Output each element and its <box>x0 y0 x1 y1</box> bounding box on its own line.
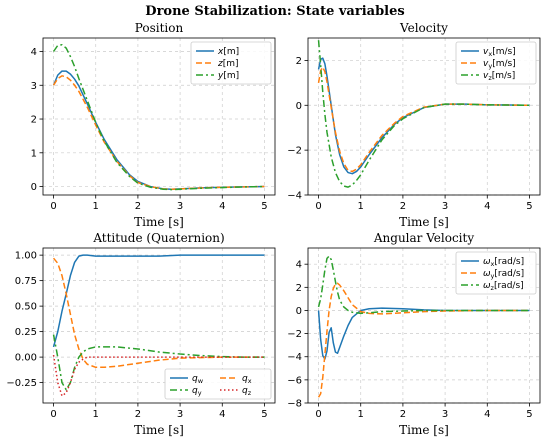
x-tick-label: 3 <box>177 201 183 212</box>
x-tick-label: 5 <box>526 409 532 420</box>
legend-box <box>455 251 537 295</box>
x-tick-label: 5 <box>261 409 267 420</box>
x-tick-label: 5 <box>526 201 532 212</box>
legend-label: qz <box>242 386 252 397</box>
y-tick-label: −2 <box>287 329 302 340</box>
legend-label: vx[m/s] <box>483 47 516 58</box>
axes-frame <box>307 247 541 404</box>
y-tick-label: 2 <box>296 283 302 294</box>
x-axis-label: Time [s] <box>399 215 449 229</box>
legend-label: z[m] <box>217 59 239 69</box>
x-axis-label: Time [s] <box>134 215 184 229</box>
y-tick-label: −4 <box>287 191 302 202</box>
legend-label: x[m] <box>217 47 239 57</box>
x-tick-label: 0 <box>50 409 56 420</box>
y-tick-label: 1 <box>31 148 37 159</box>
legend-label: vy[m/s] <box>483 59 516 70</box>
figure-title: Drone Stabilization: State variables <box>145 4 404 19</box>
x-tick-label: 1 <box>358 409 364 420</box>
legend-label: vz[m/s] <box>483 71 515 82</box>
y-tick-label: 2 <box>296 56 302 67</box>
series-line-4 <box>52 354 265 397</box>
chart-title: Angular Velocity <box>373 231 474 245</box>
legend-box <box>164 368 272 400</box>
legend: x[m] z[m] y[m] <box>190 41 272 85</box>
x-tick-label: 4 <box>219 409 225 420</box>
x-axis-label: Time [s] <box>399 423 449 437</box>
legend-box <box>455 41 537 85</box>
series-lines <box>317 40 530 188</box>
legend-label: qw <box>192 374 204 385</box>
y-tick-label: 0 <box>296 101 302 112</box>
x-tick-label: 2 <box>135 201 141 212</box>
x-tick-label: 3 <box>442 201 448 212</box>
legend-label: qy <box>192 386 202 397</box>
x-tick-label: 1 <box>93 201 99 212</box>
x-tick-label: 0 <box>315 409 321 420</box>
x-tick-label: 0 <box>315 201 321 212</box>
chart-panel-4: 0 1 2 3 4 5 −8 −6 −4 −2 0 2 4 Angular Velocity Time [s… <box>287 231 541 437</box>
legend-label: y[m] <box>217 71 239 81</box>
y-tick-label: 0 <box>31 182 37 193</box>
series-line-3 <box>317 40 530 188</box>
x-tick-label: 3 <box>177 409 183 420</box>
axes-frame <box>42 247 276 404</box>
series-lines <box>317 255 530 398</box>
legend-label: qx <box>242 374 252 385</box>
x-tick-label: 1 <box>358 201 364 212</box>
y-tick-label: 3 <box>31 81 37 92</box>
x-tick-label: 0 <box>50 201 56 212</box>
y-tick-label: 0.50 <box>15 302 37 313</box>
chart-title: Attitude (Quaternion) <box>92 231 224 245</box>
legend-label: ωz[rad/s] <box>483 281 524 292</box>
y-tick-label: 1.00 <box>15 251 37 262</box>
y-tick-label: −6 <box>287 375 302 386</box>
legend: vx[m/s]vy[m/s]vz[m/s] <box>455 41 537 85</box>
chart-title: Position <box>135 21 184 35</box>
x-tick-label: 4 <box>484 409 490 420</box>
series-lines <box>52 44 265 191</box>
x-tick-label: 5 <box>261 201 267 212</box>
x-tick-label: 4 <box>219 201 225 212</box>
y-tick-label: −8 <box>287 399 302 410</box>
chart-panel-3: 0 1 2 3 4 5 −0.25 0.00 0.25 0.50 0.75 1.00 Attitude … <box>6 231 276 437</box>
y-tick-label: 0 <box>296 306 302 317</box>
x-axis-label: Time [s] <box>134 423 184 437</box>
y-tick-label: −0.25 <box>6 378 37 389</box>
y-tick-label: 2 <box>31 115 37 126</box>
series-lines <box>52 254 265 397</box>
x-tick-label: 4 <box>484 201 490 212</box>
x-tick-label: 2 <box>400 409 406 420</box>
y-tick-label: 0.75 <box>15 276 37 287</box>
chart-title: Velocity <box>399 21 448 35</box>
series-line-1 <box>52 254 265 348</box>
y-tick-label: 0.25 <box>15 327 37 338</box>
legend-box <box>190 41 272 85</box>
chart-panel-2: 0 1 2 3 4 5 −4 −2 0 2 Velocity Time [s] vx[m/s]vy[m/… <box>287 21 541 229</box>
series-line-3 <box>52 44 265 191</box>
chart-panel-1: 0 1 2 3 4 5 0 1 2 3 4 Position Time [s] x[m] z[m] y[m] <box>31 21 276 229</box>
x-tick-label: 2 <box>135 409 141 420</box>
x-tick-label: 2 <box>400 201 406 212</box>
y-tick-label: −2 <box>287 146 302 157</box>
axes-frame <box>42 37 276 196</box>
legend: qw qx qy qz <box>164 368 272 400</box>
y-tick-label: 0.00 <box>15 353 37 364</box>
axes-frame <box>307 37 541 196</box>
series-line-1 <box>52 70 265 191</box>
x-tick-label: 1 <box>93 409 99 420</box>
y-tick-label: 4 <box>31 47 37 58</box>
y-tick-label: 4 <box>296 260 302 271</box>
legend-label: ωx[rad/s] <box>483 257 524 268</box>
x-tick-label: 3 <box>442 409 448 420</box>
series-line-2 <box>317 282 530 398</box>
series-line-3 <box>317 255 530 315</box>
y-tick-label: −4 <box>287 352 302 363</box>
series-line-2 <box>52 75 265 191</box>
legend: ωx[rad/s]ωy[rad/s]ωz[rad/s] <box>455 251 537 295</box>
legend-label: ωy[rad/s] <box>483 269 524 280</box>
series-line-3 <box>52 334 265 391</box>
